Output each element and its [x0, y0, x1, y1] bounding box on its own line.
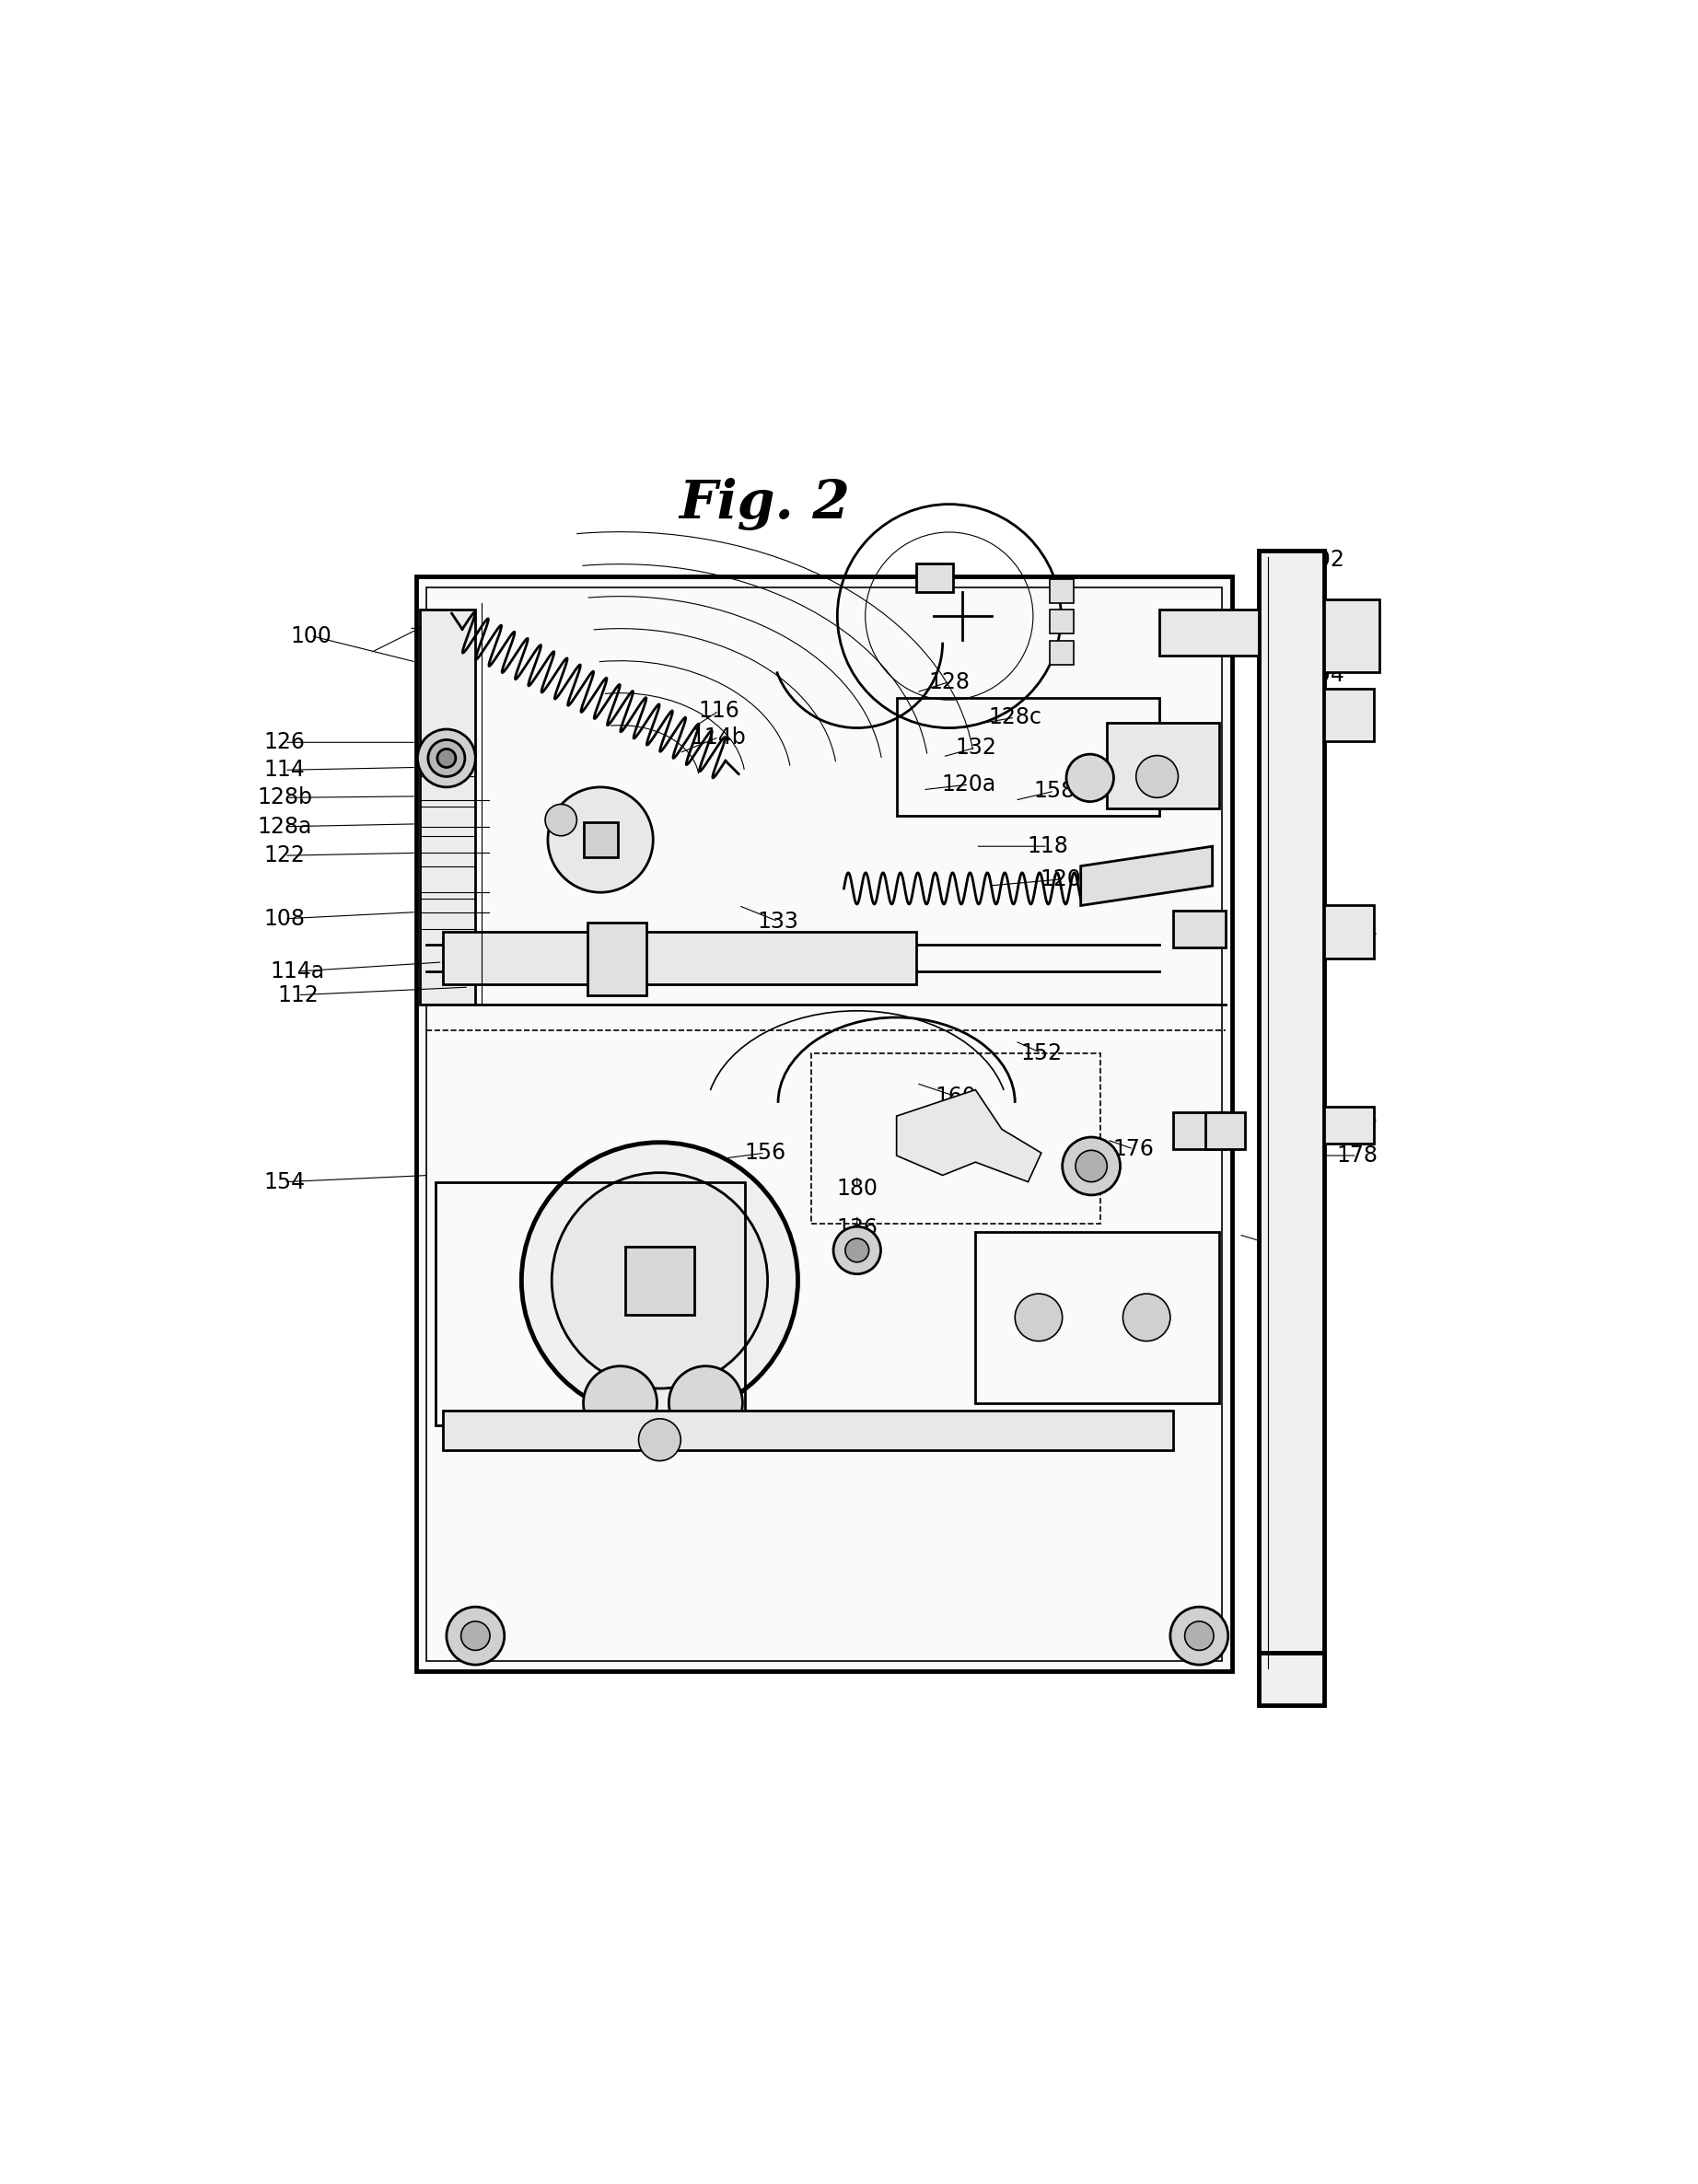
Text: 156: 156 — [744, 1142, 786, 1164]
Bar — [625, 1247, 694, 1315]
Bar — [1324, 1107, 1374, 1144]
Text: 132: 132 — [954, 736, 997, 758]
Circle shape — [638, 1420, 681, 1461]
Text: 126: 126 — [263, 732, 306, 753]
Text: 112: 112 — [277, 985, 319, 1007]
Circle shape — [548, 786, 654, 893]
Bar — [1324, 601, 1379, 673]
Circle shape — [552, 1173, 767, 1389]
Bar — [443, 1411, 1173, 1450]
Text: 120: 120 — [1041, 869, 1082, 891]
Text: 118: 118 — [1027, 834, 1068, 858]
Bar — [1324, 688, 1374, 740]
Bar — [897, 697, 1160, 817]
Bar — [1206, 1112, 1245, 1149]
Text: 136: 136 — [837, 1216, 878, 1238]
Bar — [1049, 609, 1073, 633]
Text: 104: 104 — [1304, 664, 1345, 686]
Text: 178: 178 — [1336, 1144, 1377, 1166]
Circle shape — [1066, 753, 1114, 802]
Text: 160: 160 — [936, 1085, 976, 1107]
Circle shape — [447, 1607, 504, 1664]
Text: 128a: 128a — [258, 815, 312, 839]
Bar — [1258, 550, 1324, 1675]
Text: 133: 133 — [757, 911, 798, 933]
Polygon shape — [897, 1090, 1041, 1182]
Text: 106: 106 — [1304, 616, 1345, 638]
Text: 108: 108 — [263, 909, 306, 930]
Text: Fig. 2: Fig. 2 — [679, 478, 851, 531]
Circle shape — [418, 729, 475, 786]
Text: 100: 100 — [290, 625, 331, 646]
Text: 152: 152 — [1020, 1042, 1061, 1064]
Circle shape — [834, 1227, 881, 1273]
Text: 122: 122 — [263, 845, 306, 867]
Circle shape — [669, 1365, 742, 1439]
Text: 134: 134 — [1336, 922, 1377, 943]
Bar — [588, 922, 647, 996]
Circle shape — [584, 1365, 657, 1439]
Bar — [1258, 1653, 1324, 1706]
Text: 128: 128 — [929, 670, 970, 692]
Bar — [917, 563, 953, 592]
Bar — [1160, 609, 1258, 655]
Bar — [1049, 579, 1073, 603]
Bar — [1173, 1112, 1226, 1149]
Circle shape — [846, 1238, 869, 1262]
Text: 114b: 114b — [691, 725, 747, 749]
Bar — [1107, 723, 1219, 808]
Text: 102: 102 — [1304, 548, 1345, 570]
Bar — [426, 587, 1221, 1660]
Circle shape — [460, 1621, 491, 1651]
Text: 128b: 128b — [256, 786, 312, 808]
Circle shape — [1185, 1621, 1214, 1651]
Circle shape — [521, 1142, 798, 1420]
Bar — [1173, 911, 1226, 948]
Text: 114a: 114a — [270, 961, 324, 983]
Text: 128c: 128c — [988, 705, 1041, 729]
Text: 116: 116 — [698, 699, 740, 723]
FancyArrowPatch shape — [372, 629, 419, 651]
Text: 120b: 120b — [678, 963, 734, 985]
Circle shape — [1075, 1151, 1107, 1182]
Bar — [436, 1182, 745, 1426]
Circle shape — [1136, 756, 1178, 797]
Bar — [584, 823, 618, 856]
Bar — [419, 609, 475, 1005]
Circle shape — [1063, 1138, 1121, 1195]
Bar — [975, 1232, 1219, 1402]
Circle shape — [1015, 1293, 1063, 1341]
Text: 176: 176 — [1112, 1138, 1155, 1160]
Bar — [1324, 906, 1374, 959]
Circle shape — [1170, 1607, 1228, 1664]
Bar — [416, 577, 1233, 1671]
Text: 154: 154 — [263, 1171, 306, 1192]
Text: 180: 180 — [837, 1177, 878, 1199]
Bar — [443, 933, 917, 985]
Bar — [1049, 642, 1073, 664]
Circle shape — [438, 749, 455, 767]
Text: 120a: 120a — [942, 773, 997, 795]
Text: 168: 168 — [1336, 1107, 1377, 1129]
Circle shape — [545, 804, 577, 836]
Bar — [812, 1053, 1100, 1223]
Text: 114: 114 — [263, 760, 306, 782]
Polygon shape — [1080, 847, 1212, 906]
Circle shape — [1122, 1293, 1170, 1341]
Text: 166: 166 — [1270, 1238, 1313, 1262]
Text: 158: 158 — [1034, 780, 1075, 802]
Circle shape — [428, 740, 465, 778]
